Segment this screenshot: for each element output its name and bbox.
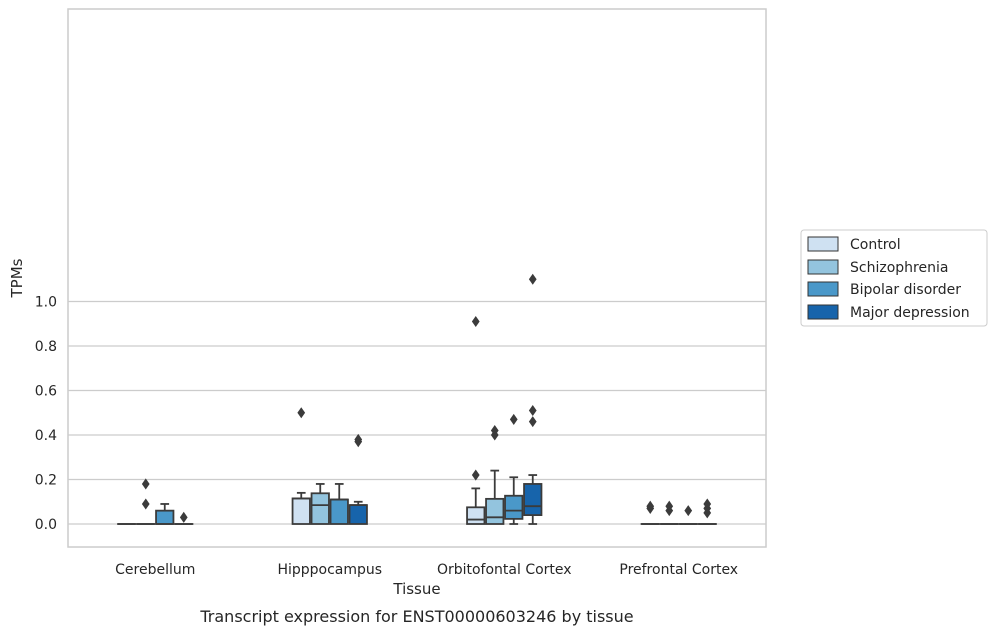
outlier-point: [684, 505, 693, 517]
outlier-point: [471, 316, 480, 328]
outlier-point: [471, 469, 480, 481]
box-major-depression-orbitofontal-cortex: [523, 273, 543, 525]
outlier-point: [141, 478, 150, 490]
box-body: [348, 504, 368, 525]
y-axis-ticks: 0.0 0.2 0.4 0.6 0.8 1.0: [35, 295, 57, 534]
box-body: [329, 498, 349, 525]
outlier-point: [179, 511, 188, 523]
x-tick-label: Prefrontal Cortex: [619, 562, 738, 578]
outlier-point: [297, 407, 306, 419]
legend-label-major-depression: Major depression: [850, 305, 970, 321]
box-body: [523, 483, 543, 517]
box-schizophrenia-orbitofontal-cortex: [485, 425, 505, 525]
y-tick-label: 0.8: [35, 339, 57, 355]
outlier-point: [528, 405, 537, 417]
outlier-point: [665, 500, 674, 512]
outlier-point: [528, 416, 537, 428]
outlier-point: [490, 425, 499, 437]
box-bipolar-disorder-prefrontal-cortex: [678, 505, 698, 525]
x-tick-label: Cerebellum: [115, 562, 195, 578]
outlier-point: [509, 413, 518, 425]
outlier-point: [141, 498, 150, 510]
box-body: [291, 497, 311, 525]
box-bipolar-disorder-hipppocampus: [329, 483, 349, 525]
box-major-depression-prefrontal-cortex: [697, 498, 717, 525]
legend-swatch-bipolar-disorder: [807, 281, 839, 297]
legend-frame: [800, 229, 988, 327]
x-axis-ticks: Cerebellum Hipppocampus Orbitofontal Corte…: [115, 562, 738, 578]
x-axis-title: Tissue: [392, 580, 440, 598]
y-tick-label: 1.0: [35, 295, 57, 311]
y-tick-label: 0.0: [35, 517, 57, 533]
box-major-depression-hipppocampus: [348, 433, 368, 525]
legend-label-control: Control: [850, 237, 901, 253]
x-tick-label: Orbitofontal Cortex: [437, 562, 572, 578]
legend-label-bipolar-disorder: Bipolar disorder: [850, 282, 961, 298]
box-series: [117, 273, 717, 525]
box-body: [504, 494, 524, 520]
plot-frame: [67, 8, 767, 548]
x-tick-label: Hipppocampus: [277, 562, 382, 578]
box-schizophrenia-prefrontal-cortex: [659, 500, 679, 525]
box-body: [466, 506, 486, 525]
box-control-hipppocampus: [291, 407, 311, 525]
y-tick-label: 0.6: [35, 384, 57, 400]
legend-swatch-schizophrenia: [807, 259, 839, 275]
box-schizophrenia-hipppocampus: [310, 483, 330, 525]
legend: Control Schizophrenia Bipolar disorder M…: [800, 229, 988, 327]
outlier-point: [703, 498, 712, 510]
box-body: [310, 492, 330, 525]
box-body: [485, 497, 505, 525]
outlier-point: [528, 273, 537, 285]
box-schizophrenia-cerebellum: [136, 478, 156, 525]
box-control-prefrontal-cortex: [640, 500, 660, 525]
legend-label-schizophrenia: Schizophrenia: [850, 260, 948, 276]
outlier-point: [646, 500, 655, 512]
box-major-depression-cerebellum: [174, 511, 194, 525]
legend-swatch-control: [807, 236, 839, 252]
legend-swatch-major-depression: [807, 304, 839, 320]
y-tick-label: 0.2: [35, 473, 57, 489]
y-tick-label: 0.4: [35, 428, 57, 444]
box-bipolar-disorder-orbitofontal-cortex: [504, 413, 524, 525]
y-axis-title: TPMs: [8, 258, 26, 298]
box-control-orbitofontal-cortex: [466, 316, 486, 525]
outlier-point: [354, 433, 363, 445]
box-body: [155, 509, 175, 525]
box-bipolar-disorder-cerebellum: [155, 503, 175, 525]
chart-caption: Transcript expression for ENST0000060324…: [199, 607, 633, 626]
